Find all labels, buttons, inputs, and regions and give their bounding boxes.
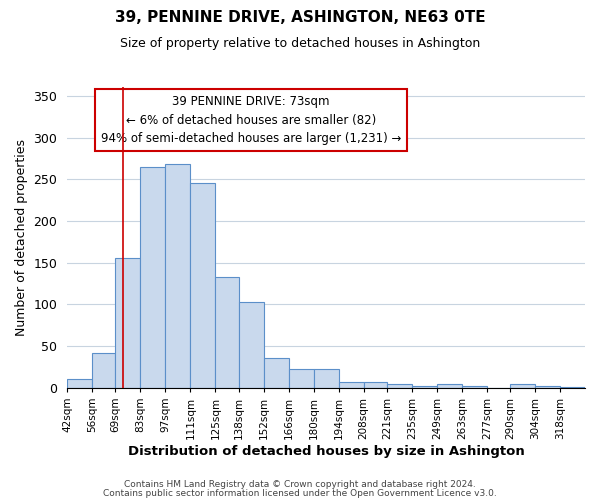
Text: 39 PENNINE DRIVE: 73sqm
← 6% of detached houses are smaller (82)
94% of semi-det: 39 PENNINE DRIVE: 73sqm ← 6% of detached…: [101, 95, 401, 145]
Bar: [239, 302, 263, 388]
Bar: [263, 358, 289, 388]
Bar: [190, 182, 215, 388]
Bar: [140, 166, 166, 388]
Bar: [560, 387, 585, 388]
Bar: [115, 258, 140, 388]
Text: Size of property relative to detached houses in Ashington: Size of property relative to detached ho…: [120, 38, 480, 51]
Bar: [535, 386, 560, 388]
Bar: [338, 382, 364, 388]
Y-axis label: Number of detached properties: Number of detached properties: [15, 139, 28, 336]
Bar: [387, 384, 412, 388]
Bar: [289, 370, 314, 388]
Bar: [437, 384, 462, 388]
Bar: [462, 386, 487, 388]
Bar: [510, 384, 535, 388]
Bar: [412, 386, 437, 388]
Bar: [215, 277, 239, 388]
Text: 39, PENNINE DRIVE, ASHINGTON, NE63 0TE: 39, PENNINE DRIVE, ASHINGTON, NE63 0TE: [115, 10, 485, 25]
X-axis label: Distribution of detached houses by size in Ashington: Distribution of detached houses by size …: [128, 444, 524, 458]
Text: Contains public sector information licensed under the Open Government Licence v3: Contains public sector information licen…: [103, 488, 497, 498]
Bar: [92, 353, 115, 388]
Bar: [314, 370, 338, 388]
Bar: [67, 380, 92, 388]
Bar: [364, 382, 387, 388]
Bar: [166, 164, 190, 388]
Text: Contains HM Land Registry data © Crown copyright and database right 2024.: Contains HM Land Registry data © Crown c…: [124, 480, 476, 489]
